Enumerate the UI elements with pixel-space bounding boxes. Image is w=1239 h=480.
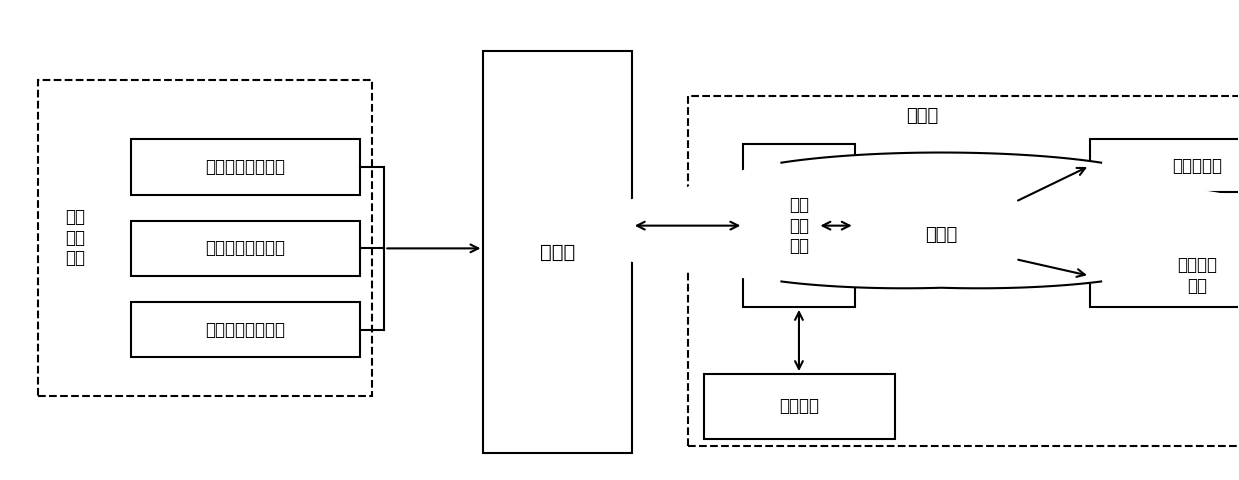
Bar: [1090, 245, 1239, 307]
Text: 控制器: 控制器: [540, 242, 575, 262]
Text: 数据库模块: 数据库模块: [1172, 157, 1223, 175]
Ellipse shape: [790, 232, 1167, 288]
Text: 数据分析
模块: 数据分析 模块: [1177, 256, 1218, 295]
Bar: [38, 80, 372, 396]
Ellipse shape: [719, 153, 1165, 219]
Text: 云平台: 云平台: [907, 107, 939, 125]
Bar: [1090, 140, 1239, 192]
Bar: [130, 221, 359, 276]
Text: 数据
传输
网络: 数据 传输 网络: [789, 196, 809, 255]
Ellipse shape: [762, 193, 1239, 267]
Ellipse shape: [626, 193, 1121, 267]
Ellipse shape: [678, 166, 1094, 228]
Bar: [130, 140, 359, 194]
Text: 上层温湿度传感器: 上层温湿度传感器: [206, 158, 285, 176]
Ellipse shape: [716, 232, 1093, 288]
Text: 移动终端: 移动终端: [779, 397, 819, 415]
Text: 云平台: 云平台: [926, 226, 958, 244]
Text: 环境
监测
模块: 环境 监测 模块: [64, 208, 85, 267]
Bar: [483, 51, 632, 453]
Ellipse shape: [570, 175, 1239, 286]
Bar: [130, 302, 359, 357]
Ellipse shape: [799, 168, 1196, 227]
Bar: [688, 96, 1239, 446]
Text: 下层温湿度传感器: 下层温湿度传感器: [206, 321, 285, 339]
Bar: [704, 374, 896, 439]
Bar: [743, 144, 855, 307]
Text: 中层温湿度传感器: 中层温湿度传感器: [206, 240, 285, 257]
